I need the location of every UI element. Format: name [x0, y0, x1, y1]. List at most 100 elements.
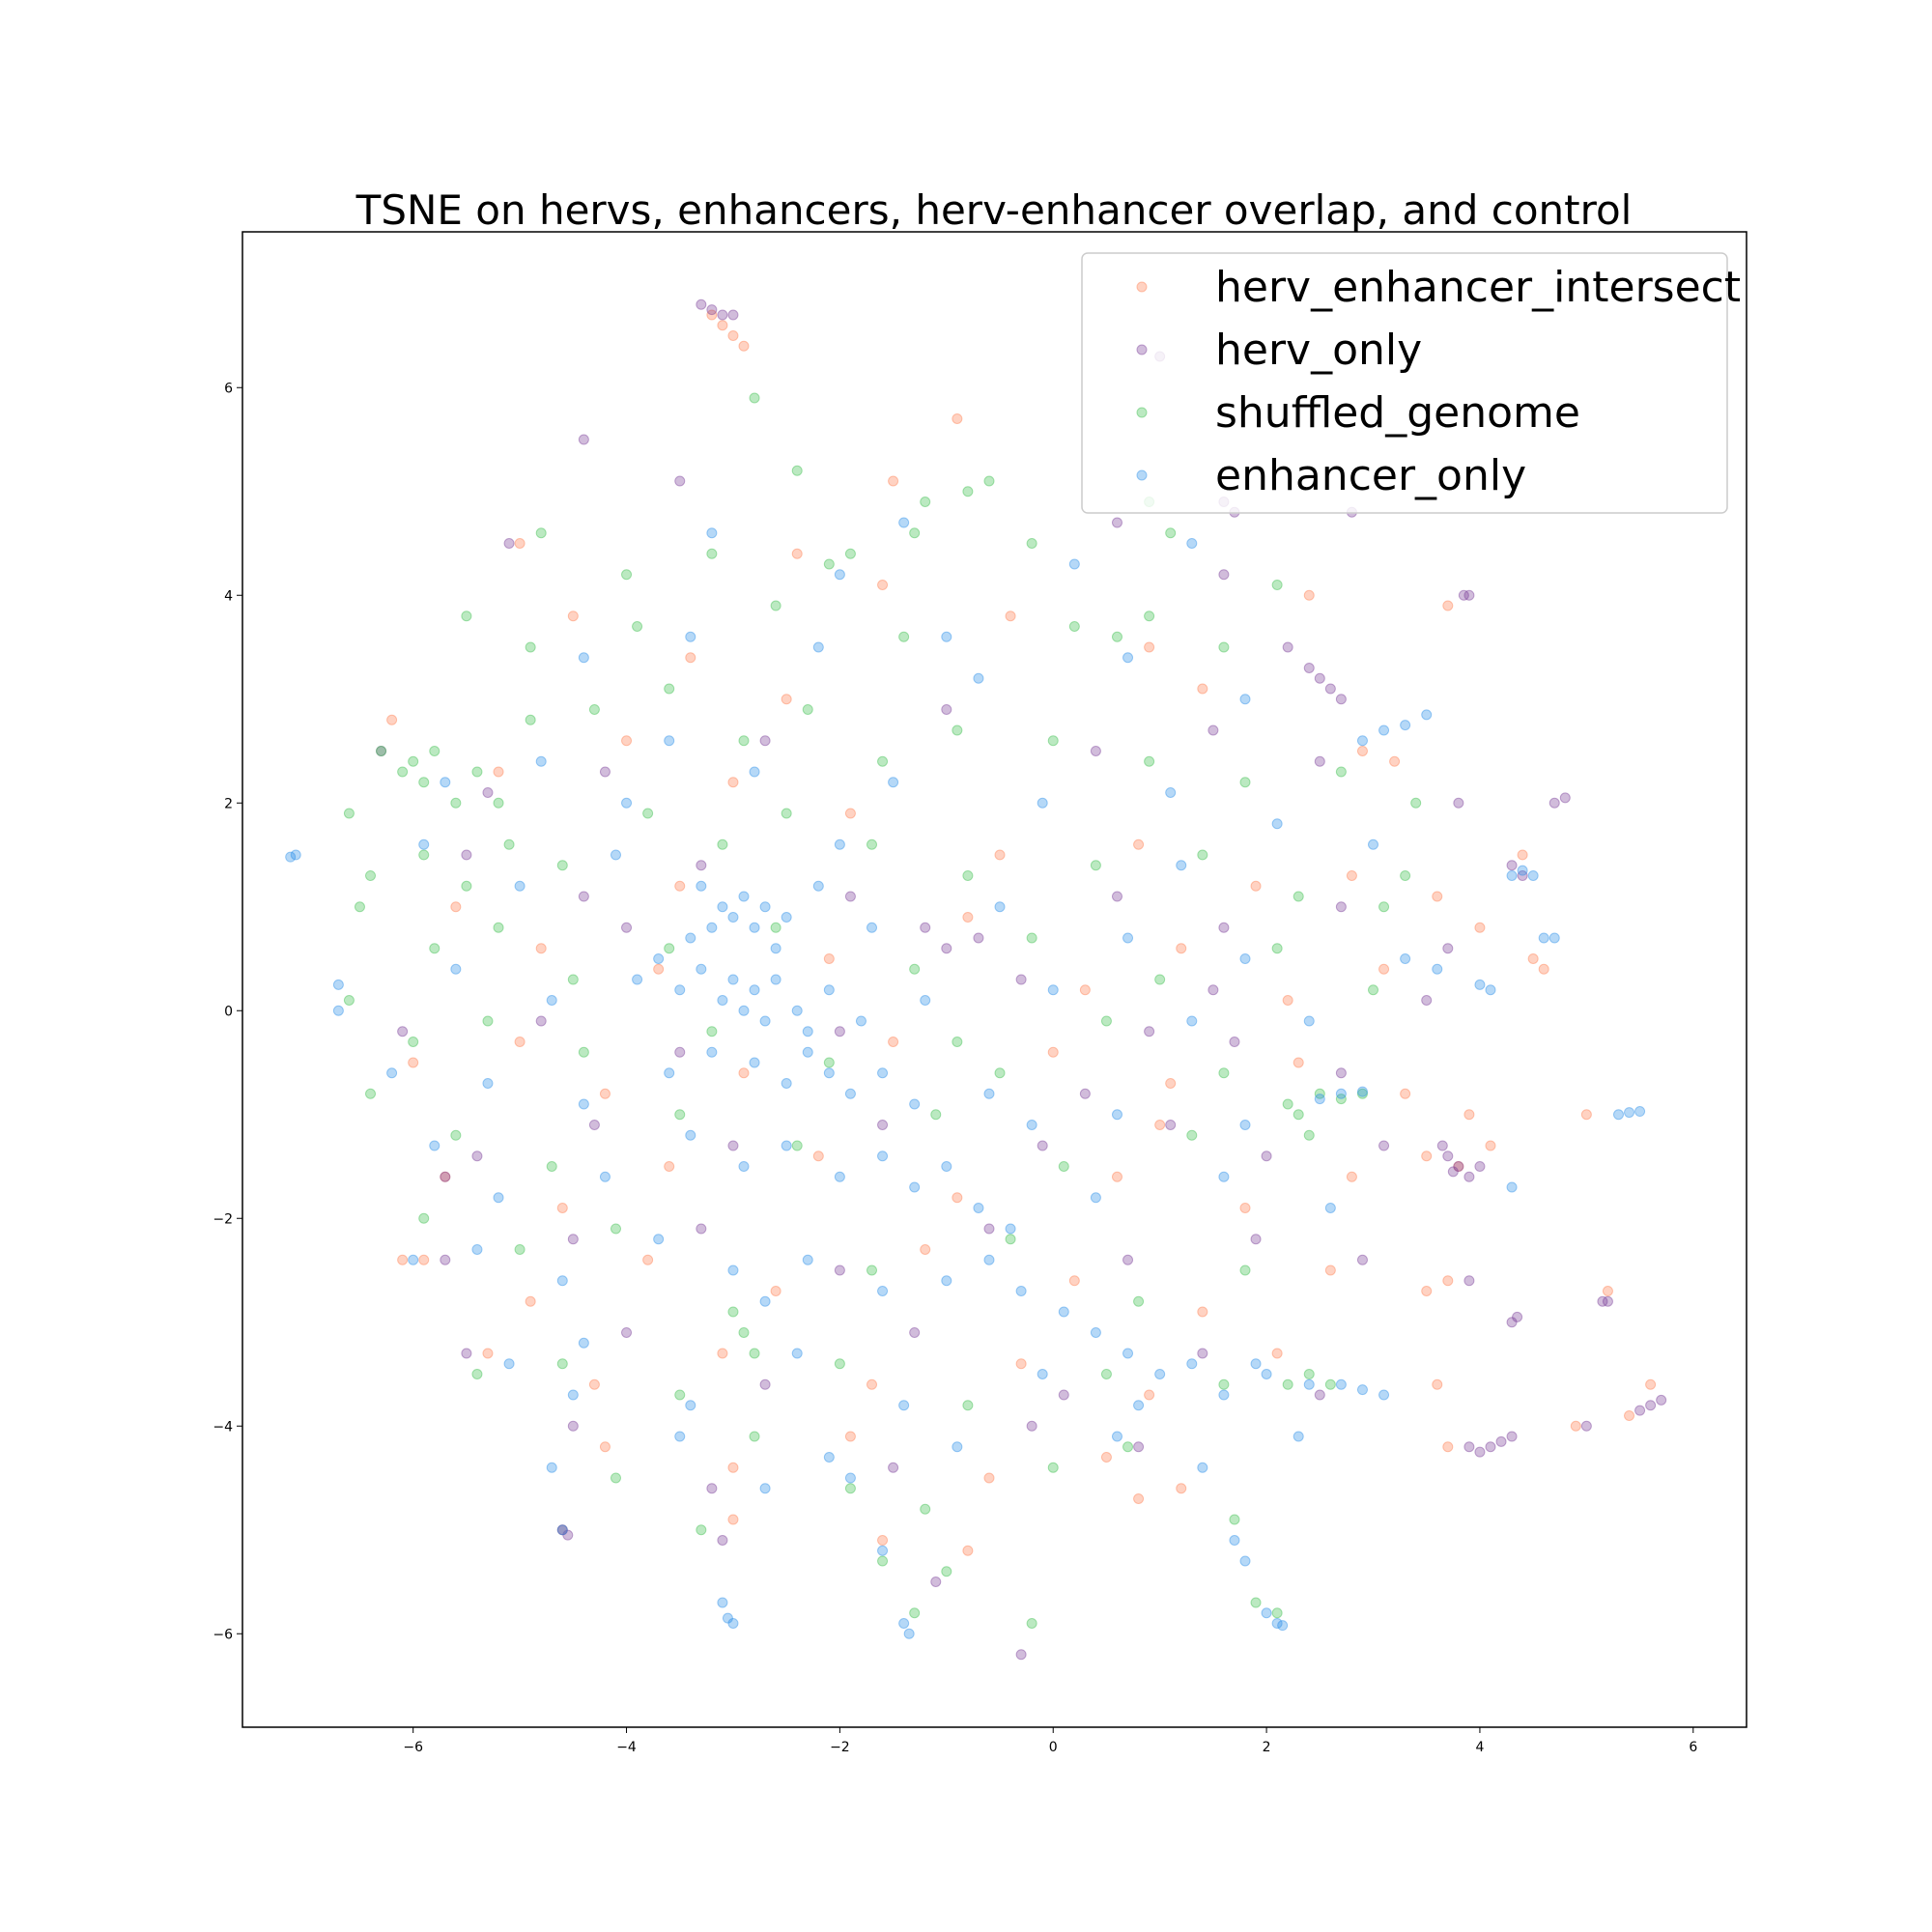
point-shuffled_genome-10	[844, 548, 856, 559]
point-herv_only-71	[1250, 1234, 1262, 1245]
point-enhancer_only-143	[674, 1431, 686, 1442]
point-enhancer_only-51	[332, 979, 344, 990]
legend-label: herv_only	[1215, 326, 1422, 375]
point-herv_enhancer_intersect-66	[1197, 1306, 1208, 1318]
point-enhancer_only-58	[717, 995, 728, 1006]
point-enhancer_only-7	[578, 652, 589, 664]
point-herv_only-28	[1453, 797, 1464, 809]
point-herv_only-7	[503, 538, 515, 549]
point-enhancer_only-61	[749, 984, 760, 996]
point-herv_enhancer_intersect-68	[1421, 1286, 1433, 1296]
point-enhancer_only-113	[556, 1275, 568, 1287]
point-enhancer_only-116	[759, 1295, 771, 1307]
point-enhancer_only-48	[1538, 932, 1549, 944]
point-enhancer_only-125	[1154, 1369, 1166, 1379]
point-enhancer_only-87	[983, 1088, 995, 1099]
point-enhancer_only-129	[1303, 1378, 1315, 1390]
legend-frame	[1081, 252, 1728, 514]
point-enhancer_only-135	[685, 1400, 696, 1411]
point-herv_enhancer_intersect-30	[535, 943, 547, 954]
point-herv_enhancer_intersect-62	[642, 1254, 654, 1265]
point-shuffled_genome-51	[717, 838, 728, 850]
point-herv_only-33	[696, 860, 707, 871]
point-enhancer_only-40	[770, 943, 781, 954]
point-herv_enhancer_intersect-6	[514, 538, 526, 549]
point-enhancer_only-54	[632, 974, 643, 985]
point-herv_enhancer_intersect-90	[727, 1514, 739, 1525]
point-herv_only-16	[1314, 672, 1325, 684]
point-shuffled_genome-41	[1239, 777, 1251, 788]
point-enhancer_only-64	[791, 1005, 803, 1016]
legend-marker	[1136, 344, 1148, 355]
point-shuffled_genome-70	[343, 995, 355, 1006]
point-herv_enhancer_intersect-53	[952, 1192, 963, 1204]
point-herv_only-97	[1645, 1400, 1657, 1411]
point-shuffled_genome-74	[706, 1026, 718, 1037]
point-enhancer_only-149	[1197, 1462, 1208, 1473]
point-herv_enhancer_intersect-64	[920, 1244, 931, 1255]
point-shuffled_genome-36	[802, 704, 813, 715]
point-herv_enhancer_intersect-89	[556, 1524, 568, 1536]
point-herv_only-81	[1197, 1348, 1208, 1359]
point-herv_enhancer_intersect-73	[717, 1348, 728, 1359]
point-herv_only-13	[1463, 589, 1475, 601]
point-herv_only-48	[1229, 1037, 1240, 1047]
point-herv_only-102	[930, 1577, 942, 1587]
point-shuffled_genome-22	[1144, 611, 1155, 622]
point-herv_only-44	[674, 1046, 686, 1058]
point-herv_only-79	[909, 1327, 921, 1338]
point-herv_enhancer_intersect-84	[983, 1472, 995, 1484]
point-shuffled_genome-76	[952, 1037, 963, 1047]
point-herv_enhancer_intersect-70	[1602, 1286, 1613, 1296]
point-shuffled_genome-16	[525, 641, 536, 653]
point-herv_enhancer_intersect-78	[1432, 1378, 1443, 1390]
legend-item-herv_enhancer_intersect: herv_enhancer_intersect	[1136, 263, 1741, 312]
point-herv_only-42	[397, 1026, 409, 1037]
point-herv_enhancer_intersect-29	[450, 901, 462, 913]
point-shuffled_genome-69	[1368, 984, 1379, 996]
point-shuffled_genome-63	[664, 943, 675, 954]
point-shuffled_genome-28	[429, 746, 440, 756]
point-enhancer_only-19	[664, 735, 675, 747]
point-herv_only-43	[535, 1015, 547, 1027]
point-enhancer_only-109	[1612, 1109, 1624, 1121]
point-herv_only-45	[834, 1026, 845, 1037]
point-enhancer_only-98	[781, 1140, 792, 1151]
chart-title: TSNE on hervs, enhancers, herv-enhancer …	[355, 186, 1633, 234]
x-tick-label: 6	[1689, 1740, 1697, 1755]
point-enhancer_only-106	[1218, 1171, 1230, 1182]
point-shuffled_genome-80	[1335, 1094, 1347, 1105]
point-enhancer_only-85	[877, 1067, 889, 1079]
point-shuffled_genome-60	[429, 943, 440, 954]
point-herv_enhancer_intersect-80	[1645, 1378, 1657, 1390]
point-herv_enhancer_intersect-27	[1527, 953, 1539, 964]
point-shuffled_genome-49	[556, 860, 568, 871]
point-shuffled_genome-123	[1250, 1597, 1262, 1608]
point-enhancer_only-6	[1186, 538, 1198, 549]
point-herv_only-34	[844, 891, 856, 902]
point-enhancer_only-155	[717, 1597, 728, 1608]
point-herv_only-104	[621, 922, 633, 933]
point-shuffled_genome-99	[867, 1264, 878, 1276]
point-enhancer_only-44	[994, 901, 1006, 913]
point-shuffled_genome-109	[1218, 1378, 1230, 1390]
point-enhancer_only-76	[482, 1078, 494, 1089]
point-herv_enhancer_intersect-94	[397, 1254, 409, 1265]
point-shuffled_genome-127	[1378, 901, 1390, 913]
point-enhancer_only-102	[941, 1161, 952, 1172]
point-shuffled_genome-126	[941, 1566, 952, 1577]
point-herv_enhancer_intersect-45	[1165, 1078, 1177, 1089]
point-herv_enhancer_intersect-65	[1068, 1275, 1080, 1287]
point-shuffled_genome-86	[791, 1140, 803, 1151]
point-shuffled_genome-100	[1005, 1234, 1016, 1245]
point-herv_enhancer_intersect-92	[962, 1545, 974, 1556]
point-shuffled_genome-78	[1218, 1067, 1230, 1079]
point-enhancer_only-82	[802, 1046, 813, 1058]
point-shuffled_genome-64	[770, 922, 781, 933]
point-shuffled_genome-20	[1068, 621, 1080, 632]
point-shuffled_genome-79	[1314, 1088, 1325, 1099]
point-enhancer_only-55	[653, 953, 665, 964]
point-herv_enhancer_intersect-41	[599, 1088, 611, 1099]
series-herv_only	[376, 298, 1667, 1661]
point-herv_only-92	[1485, 1441, 1496, 1453]
